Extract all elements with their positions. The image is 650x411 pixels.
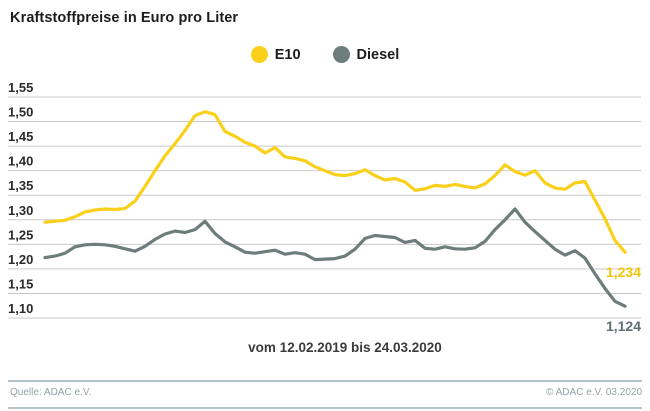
e10-line [43, 110, 627, 254]
legend-label-diesel: Diesel [356, 46, 400, 63]
footer-divider-top [8, 380, 642, 382]
y-axis-tick-label: 1,30 [8, 203, 33, 218]
y-axis-tick-label: 1,40 [8, 154, 33, 169]
x-axis-caption: vom 12.02.2019 bis 24.03.2020 [248, 340, 442, 355]
y-axis-tick-label: 1,35 [8, 178, 33, 193]
legend-label-e10: E10 [274, 46, 301, 63]
y-axis-tick-label: 1,45 [8, 129, 33, 144]
y-axis-tick-label: 1,15 [8, 276, 33, 291]
diesel-end-value-label: 1,124 [606, 318, 641, 334]
y-axis-tick-label: 1,20 [8, 252, 33, 267]
y-axis-tick-label: 1,50 [8, 105, 33, 120]
y-axis-tick-label: 1,55 [8, 80, 33, 95]
copyright-note: © ADAC e.V. 03.2020 [546, 387, 642, 398]
e10-end-value-label: 1,234 [606, 264, 641, 280]
footer-divider-bottom [8, 407, 642, 409]
y-axis-tick-label: 1,10 [8, 301, 33, 316]
diesel-color-dot-icon [332, 46, 350, 63]
legend-item-diesel: Diesel [332, 46, 400, 63]
y-axis-tick-label: 1,25 [8, 227, 33, 242]
chart-title: Kraftstoffpreise in Euro pro Liter [10, 10, 239, 26]
e10-color-dot-icon [250, 46, 268, 63]
legend: E10 Diesel [0, 46, 650, 63]
legend-item-e10: E10 [250, 46, 301, 63]
diesel-line [43, 207, 627, 308]
source-note: Quelle: ADAC e.V. [10, 387, 92, 398]
